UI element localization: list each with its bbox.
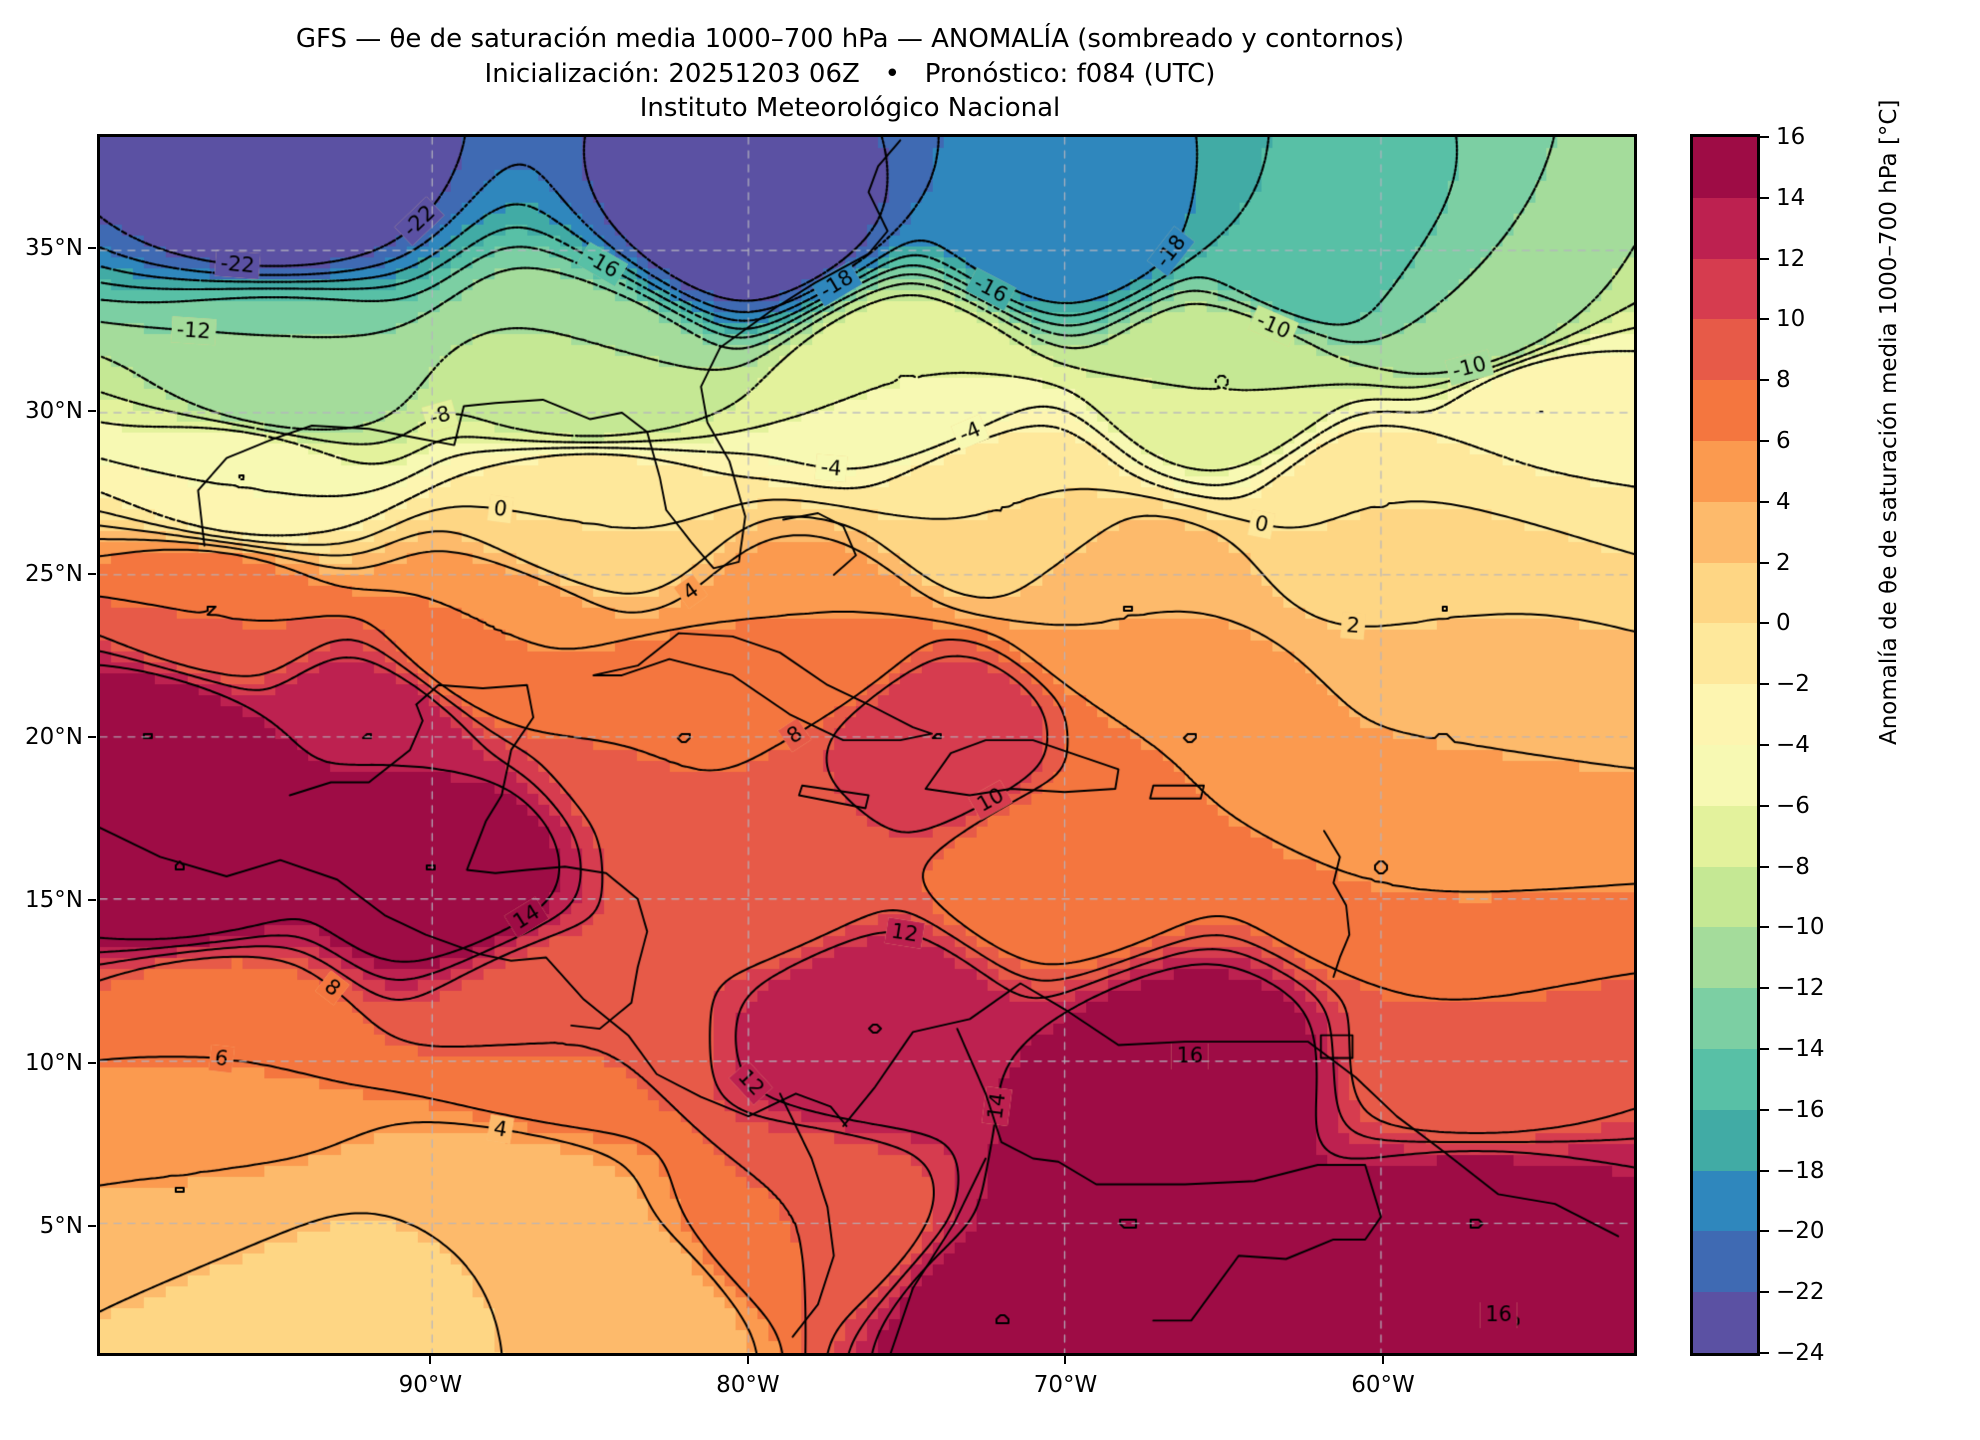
colorbar-tick-label: −16	[1776, 1096, 1825, 1123]
latitude-tick-mark	[88, 247, 96, 250]
colorbar-tick-label: 12	[1776, 245, 1806, 272]
colorbar-segment	[1693, 927, 1757, 989]
latitude-tick-label: 25°N	[25, 560, 83, 587]
anomaly-heatmap-canvas	[100, 137, 1634, 1353]
colorbar-tick-label: −18	[1776, 1157, 1825, 1184]
colorbar-tick-label: 0	[1776, 610, 1791, 637]
colorbar-tick	[1760, 926, 1769, 929]
longitude-tick-label: 90°W	[398, 1372, 463, 1398]
longitude-tick-mark	[1381, 1356, 1384, 1364]
latitude-tick-label: 35°N	[25, 235, 83, 262]
longitude-tick-mark	[746, 1356, 749, 1364]
colorbar-tick	[1760, 1230, 1769, 1233]
colorbar-tick	[1760, 683, 1769, 686]
colorbar-segment	[1693, 501, 1757, 563]
colorbar-tick	[1760, 440, 1769, 442]
colorbar-tick	[1760, 561, 1769, 564]
colorbar-tick	[1760, 1169, 1769, 1172]
colorbar-tick	[1760, 1048, 1769, 1050]
longitude-tick-label: 60°W	[1351, 1372, 1415, 1398]
colorbar-tick	[1760, 1352, 1769, 1354]
latitude-tick-mark	[88, 898, 96, 901]
colorbar-tick	[1760, 136, 1769, 138]
colorbar-tick-label: −14	[1776, 1036, 1825, 1062]
colorbar-segment	[1693, 1170, 1757, 1232]
colorbar-segment	[1693, 805, 1757, 867]
colorbar-tick-label: 8	[1776, 367, 1791, 394]
colorbar-segment	[1693, 744, 1757, 806]
colorbar-segment	[1693, 562, 1757, 624]
colorbar-segment	[1693, 988, 1757, 1049]
colorbar-tick	[1760, 257, 1769, 260]
latitude-tick-mark	[88, 1224, 96, 1227]
latitude-tick-label: 20°N	[25, 723, 83, 750]
latitude-tick-mark	[88, 409, 96, 412]
longitude-tick-label: 70°W	[1033, 1372, 1098, 1398]
colorbar-tick-label: −4	[1776, 732, 1810, 758]
colorbar-tick-label: 14	[1776, 184, 1806, 211]
latitude-tick-mark	[88, 572, 96, 575]
colorbar-group: 16 14 12 10 8 6 4 2 0 −2 −4 −6 −8 −10 −12 −14 −16 −18 −20 −…	[1690, 124, 1825, 1366]
colorbar-tick	[1760, 379, 1769, 382]
page-title: GFS — θe de saturación media 1000–700 hP…	[295, 24, 1405, 54]
colorbar-tick-label: 16	[1776, 124, 1806, 150]
colorbar-tick-label: −22	[1776, 1279, 1825, 1306]
latitude-tick-label: 15°N	[25, 886, 83, 913]
colorbar-segment	[1693, 137, 1757, 198]
colorbar-tick	[1760, 865, 1769, 868]
colorbar-tick-label: 10	[1776, 306, 1806, 333]
colorbar-segment	[1693, 380, 1757, 441]
latitude-tick-label: 10°N	[25, 1049, 83, 1076]
colorbar-tick	[1760, 196, 1769, 199]
colorbar-tick	[1760, 1291, 1769, 1294]
colorbar-segment	[1693, 258, 1757, 320]
colorbar[interactable]	[1690, 134, 1760, 1356]
colorbar-tick-label: −24	[1776, 1340, 1825, 1366]
colorbar-tick-label: −8	[1776, 853, 1810, 880]
chart-subtitle-init: Inicialización: 20251203 06Z • Pronóstic…	[484, 58, 1216, 89]
colorbar-axis-label: Anomalía de θe de saturación media 1000–…	[1876, 99, 1902, 745]
colorbar-segment	[1693, 866, 1757, 928]
colorbar-segment	[1693, 623, 1757, 685]
colorbar-tick-label: −6	[1776, 792, 1810, 819]
colorbar-segment	[1693, 684, 1757, 745]
chart-subtitle-institute: Instituto Meteorológico Nacional	[639, 93, 1061, 124]
colorbar-tick-label: −10	[1776, 914, 1825, 941]
map-plot-area[interactable]	[97, 134, 1637, 1356]
colorbar-segment	[1693, 197, 1757, 259]
colorbar-segment	[1693, 1109, 1757, 1171]
colorbar-tick	[1760, 500, 1769, 503]
colorbar-tick	[1760, 987, 1769, 990]
colorbar-tick	[1760, 744, 1769, 746]
colorbar-tick-label: −20	[1776, 1218, 1825, 1245]
latitude-tick-mark	[88, 1061, 96, 1064]
latitude-tick-label: 5°N	[39, 1212, 83, 1239]
longitude-tick-mark	[1064, 1356, 1067, 1364]
colorbar-tick	[1760, 1108, 1769, 1111]
colorbar-tick	[1760, 318, 1769, 321]
colorbar-tick-label: −2	[1776, 671, 1810, 698]
colorbar-segment	[1693, 1048, 1757, 1110]
colorbar-tick-label: 2	[1776, 549, 1791, 576]
chart-title-block: GFS — θe de saturación media 1000–700 hP…	[0, 22, 1700, 126]
colorbar-tick	[1760, 622, 1769, 625]
colorbar-segment	[1693, 319, 1757, 381]
latitude-tick-mark	[88, 735, 96, 738]
colorbar-tick-label: −12	[1776, 975, 1825, 1002]
longitude-tick-label: 80°W	[716, 1372, 780, 1398]
colorbar-tick	[1760, 804, 1769, 807]
colorbar-tick-label: 6	[1776, 428, 1791, 454]
longitude-tick-mark	[429, 1356, 432, 1364]
colorbar-segment	[1693, 440, 1757, 502]
colorbar-tick-label: 4	[1776, 488, 1791, 515]
latitude-tick-label: 30°N	[25, 397, 83, 424]
colorbar-segment	[1693, 1231, 1757, 1293]
colorbar-segment	[1693, 1292, 1757, 1353]
